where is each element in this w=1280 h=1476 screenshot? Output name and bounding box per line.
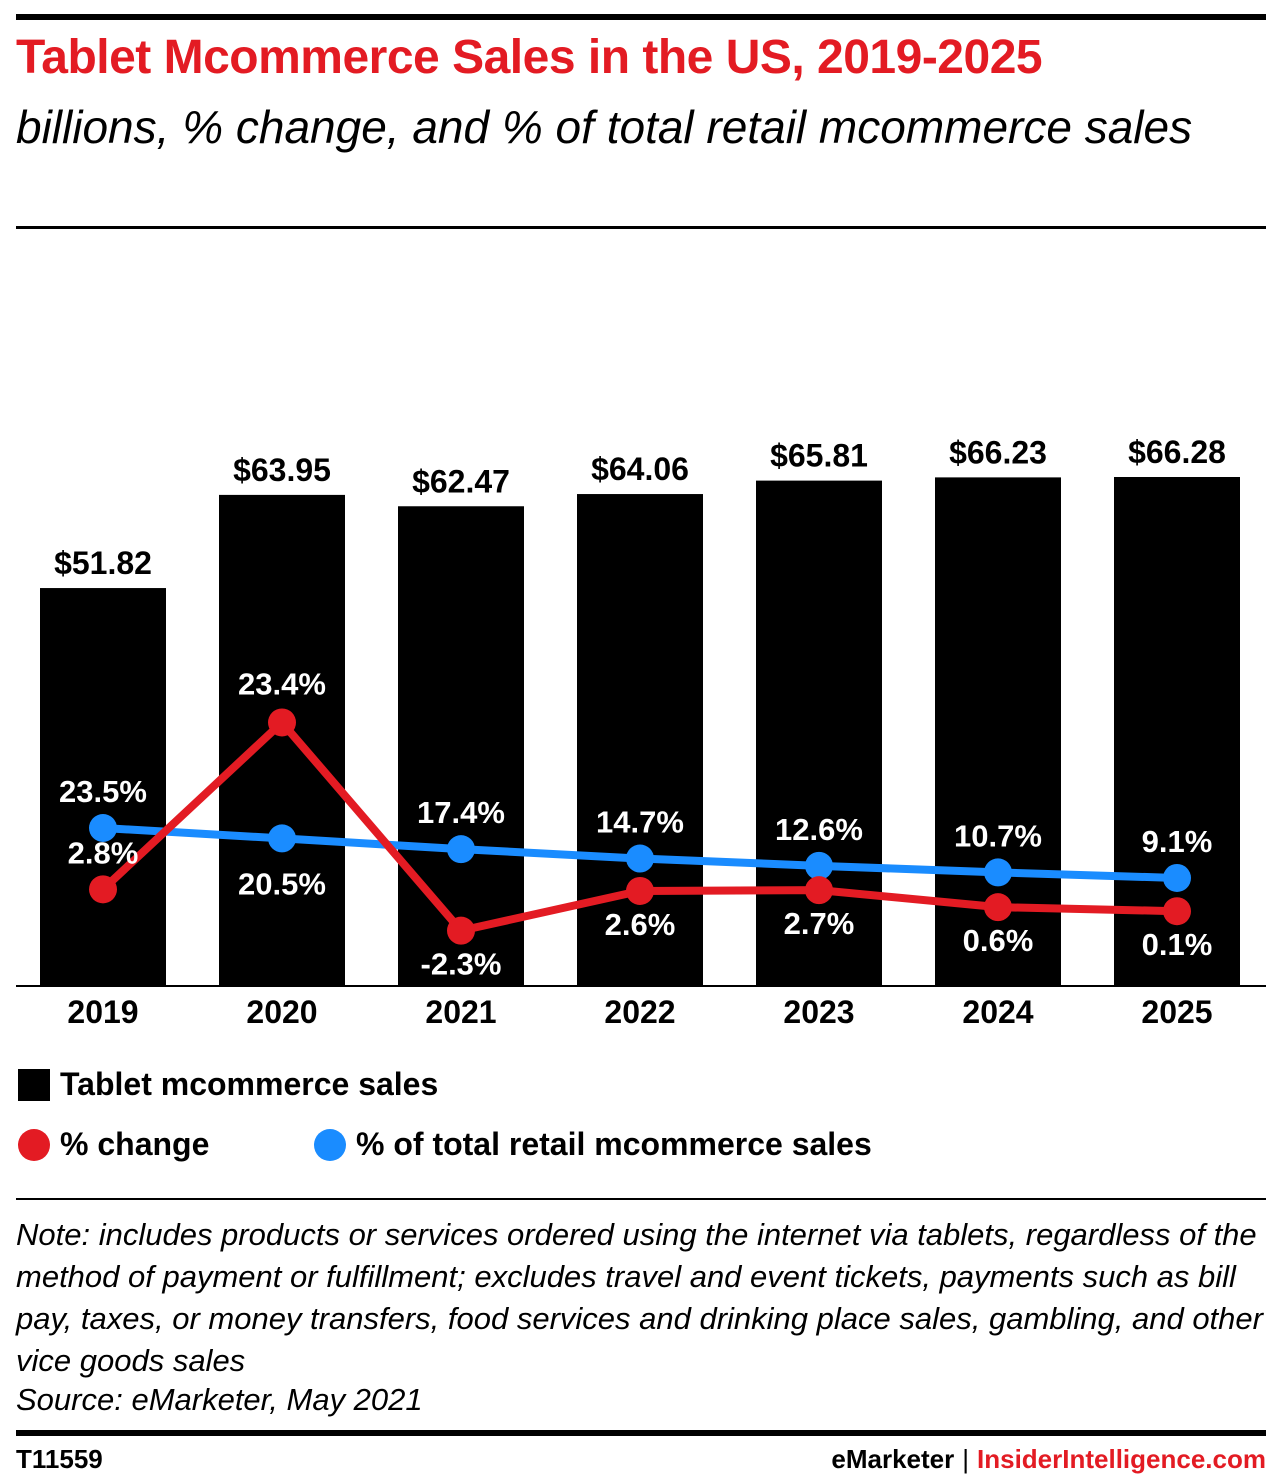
pct-total-label: 14.7% [596, 805, 684, 840]
bar-2019 [40, 588, 166, 986]
pct-total-label: 12.6% [775, 812, 863, 847]
bar-value-label: $65.81 [770, 438, 868, 474]
footnote: Note: includes products or services orde… [16, 1217, 1263, 1378]
bar-value-label: $51.82 [54, 545, 152, 581]
x-tick-label: 2024 [962, 994, 1033, 1030]
pct-total-point [805, 851, 833, 880]
legend-pct-change: % change [18, 1126, 209, 1163]
brand-insider-intelligence: InsiderIntelligence.com [977, 1444, 1266, 1474]
bar-2021 [398, 506, 524, 986]
legend-label-pct-change: % change [60, 1126, 210, 1162]
legend-label-pct-total: % of total retail mcommerce sales [356, 1126, 872, 1162]
pct-change-label: 23.4% [238, 666, 326, 701]
x-tick-label: 2023 [783, 994, 854, 1030]
pct-total-label: 10.7% [954, 818, 1042, 853]
legend-pct-total: % of total retail mcommerce sales [314, 1126, 872, 1163]
pct-total-point [447, 835, 475, 864]
footer-brand: eMarketer | InsiderIntelligence.com [831, 1444, 1266, 1475]
x-tick-label: 2022 [604, 994, 675, 1030]
source-line: Source: eMarketer, May 2021 [16, 1382, 423, 1417]
pct-change-point [626, 876, 654, 905]
pct-change-label: 2.8% [68, 835, 139, 870]
pct-change-point [268, 708, 296, 737]
legend-divider [16, 1198, 1266, 1200]
legend-swatch-bars [18, 1068, 50, 1101]
lines-layer [89, 708, 1191, 945]
pct-total-label: 20.5% [238, 866, 326, 901]
legend-swatch-pct-total [314, 1128, 346, 1161]
pct-change-label: -2.3% [421, 947, 502, 982]
chart-area: $51.82 2019 $63.95 2020 $62.47 2021 $64.06 2022… [16, 434, 1266, 1030]
pct-change-point [89, 875, 117, 904]
pct-change-label: 2.7% [784, 906, 855, 941]
chart-id: T11559 [16, 1444, 103, 1474]
pct-total-label: 9.1% [1142, 824, 1213, 859]
bar-value-label: $66.23 [949, 434, 1047, 470]
pct-change-point [447, 916, 475, 945]
legend-swatch-pct-change [18, 1128, 50, 1161]
x-tick-label: 2021 [425, 994, 496, 1030]
pct-total-point [268, 824, 296, 853]
pct-total-point [984, 858, 1012, 887]
pct-change-label: 0.1% [1142, 927, 1213, 962]
bar-2020 [219, 494, 345, 986]
bar-value-label: $62.47 [412, 463, 510, 499]
pct-total-point [89, 814, 117, 842]
pct-change-point [805, 876, 833, 905]
pct-change-label: 2.6% [605, 907, 676, 942]
pct-total-point [626, 844, 654, 873]
pct-change-point [1163, 897, 1191, 926]
legend-bars: Tablet mcommerce sales [18, 1066, 438, 1103]
pct-total-label: 23.5% [59, 774, 147, 809]
legend-label-bars: Tablet mcommerce sales [60, 1066, 439, 1102]
bar-value-label: $64.06 [591, 451, 689, 487]
pct-total-label: 17.4% [417, 795, 505, 830]
footer-rule [16, 1430, 1266, 1436]
title-divider [16, 226, 1266, 229]
x-tick-label: 2019 [67, 994, 138, 1030]
brand-emarketer: eMarketer [831, 1444, 955, 1474]
x-tick-label: 2025 [1141, 994, 1212, 1030]
labels-layer: $51.82 2019 $63.95 2020 $62.47 2021 $64.06 2022… [54, 434, 1226, 1030]
pct-change-label: 0.6% [963, 923, 1034, 958]
top-rule [16, 14, 1266, 20]
bar-value-label: $63.95 [233, 452, 331, 488]
brand-separator: | [962, 1444, 970, 1474]
bar-value-label: $66.28 [1128, 434, 1226, 470]
pct-total-point [1163, 863, 1191, 892]
chart-title: Tablet Mcommerce Sales in the US, 2019-2… [16, 31, 1043, 84]
x-tick-label: 2020 [246, 994, 317, 1030]
chart-subtitle: billions, % change, and % of total retai… [16, 101, 1193, 153]
pct-change-point [984, 893, 1012, 922]
